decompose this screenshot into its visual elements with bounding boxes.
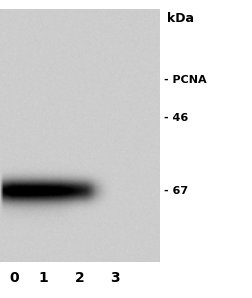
Text: 1: 1	[38, 271, 48, 285]
Text: - PCNA: - PCNA	[164, 75, 206, 85]
Text: - 46: - 46	[164, 113, 187, 123]
Text: - 67: - 67	[164, 186, 187, 196]
Text: kDa: kDa	[166, 12, 193, 25]
Text: 0: 0	[10, 271, 19, 285]
Text: 3: 3	[110, 271, 119, 285]
Text: 2: 2	[75, 271, 84, 285]
